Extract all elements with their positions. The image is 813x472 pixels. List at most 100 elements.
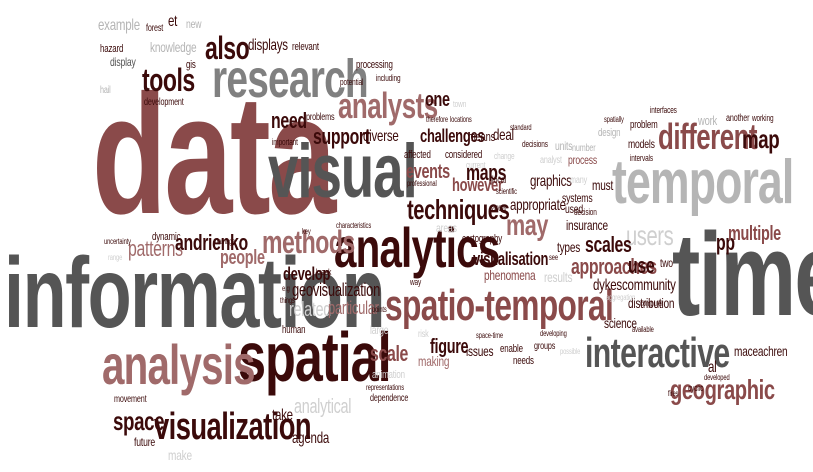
word-map: map (742, 124, 780, 154)
word-kraak: kraak (316, 267, 332, 277)
word-knowledge: knowledge (150, 39, 197, 55)
word-develop: develop (283, 264, 331, 284)
word-challenges: challenges (420, 126, 485, 146)
word-therefore: therefore (426, 115, 449, 124)
word-analysis: analysis (102, 333, 256, 396)
word-problem: problem (630, 119, 658, 131)
word-results: results (544, 269, 573, 285)
word-change: change (494, 151, 515, 161)
word-community: community (622, 277, 676, 294)
word-including: including (376, 73, 401, 83)
word-dependence: dependence (370, 393, 409, 404)
word-interactive: interactive (585, 329, 730, 376)
word-local: local (492, 175, 507, 186)
word-temporal: temporal (612, 148, 794, 217)
word-design: design (598, 127, 621, 139)
word-units: units (555, 139, 573, 153)
word-models: models (628, 137, 655, 151)
word-hail: hail (100, 85, 111, 96)
word-many: many (570, 175, 588, 186)
word-research: research (212, 49, 369, 109)
word-graphics: graphics (530, 173, 572, 190)
word-developing: developing (540, 329, 567, 338)
word-different: different (658, 116, 758, 157)
word-al: al (708, 359, 717, 376)
word-analyst: analyst (540, 155, 562, 166)
word-potential: potential (340, 77, 364, 87)
word-geographic: geographic (670, 374, 775, 405)
word-visualization: visualization (154, 406, 312, 448)
word-scales: scales (585, 232, 632, 257)
word-may: may (506, 209, 548, 242)
word-e-g: e.g (282, 284, 290, 293)
word-pp: pp (716, 230, 735, 255)
word-aggregation: aggregation (606, 293, 636, 302)
word-support: support (313, 124, 370, 149)
word-hazard: hazard (100, 43, 124, 55)
word-gis: gis (186, 59, 196, 71)
word-events: events (406, 161, 450, 183)
word-computer: computer (640, 299, 664, 308)
word-area: area (492, 203, 506, 214)
word-enable: enable (500, 343, 523, 355)
word-working: working (752, 113, 774, 123)
word-number: number (572, 143, 596, 154)
word-appropriate: appropriate (510, 197, 566, 214)
word-space-time: space-time (476, 331, 504, 340)
word-animation: animation (372, 369, 405, 381)
word-analytical: analytical (294, 396, 352, 418)
word-needs: needs (513, 355, 534, 367)
word-means: means (468, 129, 496, 144)
word-patterns: patterns (128, 236, 183, 261)
word-available: available (632, 325, 654, 334)
word-maps: maps (466, 160, 507, 185)
word-future: future (134, 435, 156, 449)
word-points: points (372, 305, 387, 314)
word-work: work (698, 113, 718, 128)
word-distribution: distribution (628, 295, 675, 311)
word-movement: movement (114, 394, 147, 405)
word-affected: affected (404, 149, 431, 161)
word-current: current (466, 160, 486, 170)
word-particular: particular (328, 298, 379, 318)
word-intervals: intervals (630, 153, 653, 163)
word-deal: deal (493, 127, 514, 144)
word-representations: representations (366, 383, 404, 392)
word-agenda: agenda (292, 430, 330, 447)
word-people: people (220, 247, 265, 269)
word-geovisualization: geovisualization (292, 280, 381, 300)
word-types: types (557, 239, 581, 255)
word-town: town (453, 99, 467, 109)
word-tools: tools (142, 62, 195, 98)
word-information: information (4, 237, 386, 349)
word-cyclic: cyclic (688, 383, 704, 393)
word-systems: systems (562, 191, 593, 205)
word-dynamic: dynamic (152, 231, 181, 243)
word-key: key (302, 227, 311, 236)
word-approaches: approaches (571, 254, 657, 279)
word-multiple: multiple (728, 223, 781, 245)
word-making: making (418, 353, 450, 369)
word-spatially: spatially (604, 115, 624, 124)
word-fires: fires (668, 389, 679, 398)
word-time: time (672, 209, 813, 341)
word-important: important (272, 137, 298, 147)
word-range: range (108, 253, 123, 262)
word-analysts: analysts (338, 85, 438, 126)
word-figure: figure (430, 336, 469, 358)
word-processing: processing (356, 59, 393, 71)
word-new: new (186, 17, 202, 31)
word-process: process (568, 153, 598, 167)
word-display: display (110, 55, 136, 69)
word-techniques: techniques (407, 194, 510, 225)
word-make: make (168, 447, 192, 463)
word-users: users (626, 220, 674, 251)
word-things: things (280, 296, 295, 305)
word-locations: locations (450, 115, 472, 124)
word-two: two (660, 256, 673, 270)
word-scale: scale (370, 341, 409, 366)
word-need: need (271, 108, 307, 133)
word-use: use (628, 253, 655, 278)
word-spatial: spatial (238, 318, 392, 396)
word-developed: developed (704, 373, 730, 382)
